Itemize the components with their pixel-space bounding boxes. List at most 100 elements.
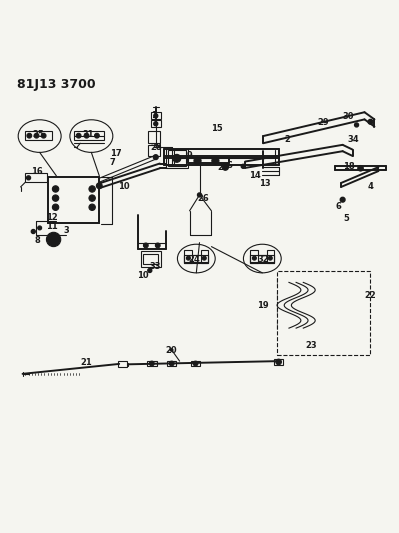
Bar <box>357 320 368 326</box>
Text: 19: 19 <box>257 301 269 310</box>
Circle shape <box>76 133 81 138</box>
Circle shape <box>89 195 95 201</box>
Circle shape <box>148 269 152 272</box>
Circle shape <box>360 308 364 311</box>
Circle shape <box>27 133 32 138</box>
Bar <box>201 250 208 263</box>
Text: 31: 31 <box>82 130 94 139</box>
Text: 9: 9 <box>187 151 193 160</box>
Bar <box>74 131 105 140</box>
Circle shape <box>222 164 229 170</box>
Circle shape <box>173 155 181 163</box>
Circle shape <box>360 280 364 284</box>
Circle shape <box>175 157 178 160</box>
Circle shape <box>89 186 95 192</box>
Text: 14: 14 <box>249 171 261 180</box>
Circle shape <box>154 114 158 118</box>
Text: 17: 17 <box>110 149 122 158</box>
Ellipse shape <box>178 244 215 273</box>
Text: 10: 10 <box>137 271 149 280</box>
Circle shape <box>355 123 359 127</box>
Text: 20: 20 <box>166 346 178 356</box>
Circle shape <box>84 133 89 138</box>
Circle shape <box>212 157 219 164</box>
Text: 27: 27 <box>217 164 229 172</box>
Bar <box>147 361 156 366</box>
Text: 28: 28 <box>150 143 162 152</box>
Bar <box>251 255 274 263</box>
Circle shape <box>170 349 173 351</box>
Circle shape <box>241 164 245 168</box>
Bar <box>148 131 160 143</box>
Text: 32: 32 <box>257 255 269 264</box>
Circle shape <box>358 166 363 171</box>
Text: 30: 30 <box>343 112 354 120</box>
Ellipse shape <box>243 244 281 273</box>
Bar <box>277 321 289 329</box>
Circle shape <box>194 157 201 164</box>
Text: 7: 7 <box>109 158 115 167</box>
Bar <box>47 177 99 223</box>
Circle shape <box>316 346 322 352</box>
Text: 6: 6 <box>336 203 342 212</box>
Circle shape <box>149 361 154 366</box>
Circle shape <box>281 309 286 313</box>
Text: 29: 29 <box>317 118 328 127</box>
Text: 18: 18 <box>343 162 354 171</box>
Circle shape <box>202 256 206 260</box>
Circle shape <box>52 186 59 192</box>
Text: 6: 6 <box>226 161 232 171</box>
Circle shape <box>89 204 95 211</box>
Text: 2: 2 <box>284 135 290 144</box>
Circle shape <box>153 155 158 159</box>
Circle shape <box>52 204 59 211</box>
Bar <box>277 278 289 286</box>
Text: 21: 21 <box>80 358 92 367</box>
Bar <box>25 131 51 140</box>
Text: 10: 10 <box>118 182 130 191</box>
Circle shape <box>268 256 272 260</box>
Text: 24: 24 <box>189 255 201 264</box>
Circle shape <box>34 133 39 138</box>
Circle shape <box>49 236 57 244</box>
Text: 23: 23 <box>305 341 317 350</box>
Circle shape <box>186 256 190 260</box>
Text: 25: 25 <box>33 130 44 139</box>
Bar <box>274 359 283 365</box>
Circle shape <box>360 294 364 297</box>
Bar <box>267 250 274 263</box>
Circle shape <box>38 226 41 230</box>
Bar <box>357 278 368 285</box>
Text: 1: 1 <box>151 111 157 120</box>
Text: 3: 3 <box>63 226 69 235</box>
Bar <box>357 306 368 313</box>
Text: 34: 34 <box>348 135 359 144</box>
Text: 11: 11 <box>46 222 57 231</box>
Text: 5: 5 <box>344 214 350 223</box>
Circle shape <box>27 176 30 180</box>
Bar <box>277 271 371 355</box>
Text: 81J13 3700: 81J13 3700 <box>17 78 95 91</box>
Bar <box>251 250 257 263</box>
Bar <box>151 120 160 127</box>
Bar <box>168 150 186 166</box>
Circle shape <box>154 122 158 126</box>
Bar <box>148 145 160 156</box>
Circle shape <box>143 243 148 248</box>
Bar <box>184 250 192 263</box>
Ellipse shape <box>70 120 113 152</box>
Bar <box>26 173 47 182</box>
Text: 8: 8 <box>34 236 40 245</box>
Circle shape <box>155 243 160 248</box>
Text: 4: 4 <box>367 182 373 191</box>
Circle shape <box>97 183 102 189</box>
Text: 13: 13 <box>259 179 271 188</box>
Circle shape <box>368 119 373 124</box>
Circle shape <box>193 361 198 366</box>
Circle shape <box>276 359 281 365</box>
Text: 12: 12 <box>46 214 57 222</box>
Text: 26: 26 <box>198 193 209 203</box>
Bar <box>141 252 160 266</box>
Bar <box>167 361 176 366</box>
Bar <box>143 254 158 264</box>
